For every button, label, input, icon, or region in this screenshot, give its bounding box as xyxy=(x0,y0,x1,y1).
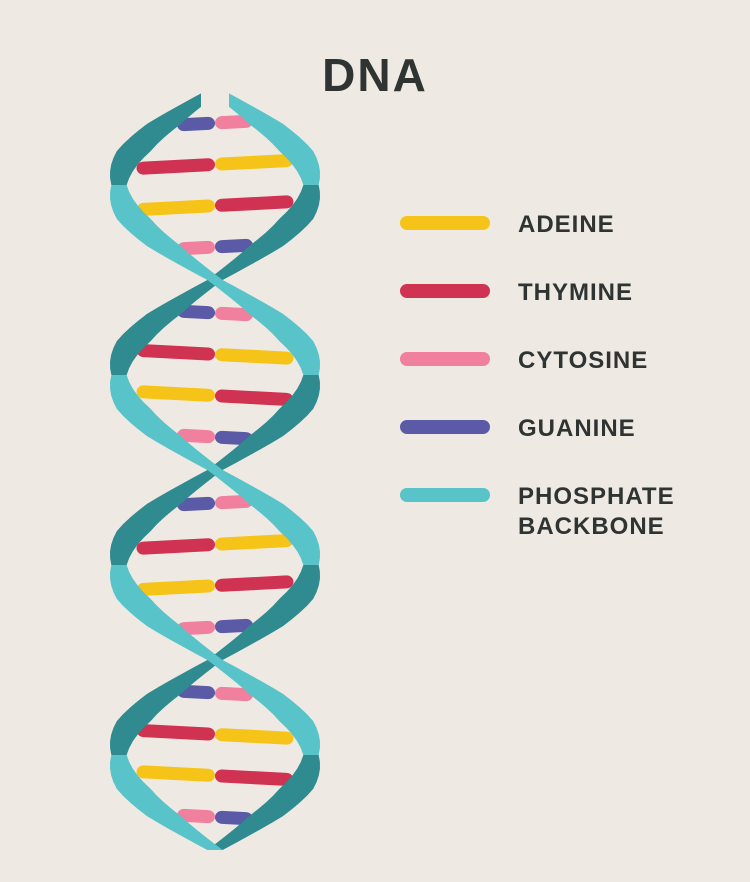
legend-swatch-backbone xyxy=(400,488,490,502)
legend-label-cytosine: CYTOSINE xyxy=(518,346,648,376)
legend-item-backbone: PHOSPHATE BACKBONE xyxy=(400,482,720,542)
legend: ADEINE THYMINE CYTOSINE GUANINE PHOSPHATE BA… xyxy=(400,210,720,580)
legend-label-backbone: PHOSPHATE BACKBONE xyxy=(518,482,675,542)
legend-swatch-guanine xyxy=(400,420,490,434)
dna-infographic: DNA ADEINETHYMINECYTOSINEGUANINEPHOSPHAT… xyxy=(0,0,750,882)
legend-swatch-cytosine xyxy=(400,352,490,366)
legend-swatch-thymine xyxy=(400,284,490,298)
legend-item-cytosine: CYTOSINE xyxy=(400,346,720,376)
legend-swatch-adenine xyxy=(400,216,490,230)
legend-item-adenine: ADEINE xyxy=(400,210,720,240)
legend-item-guanine: GUANINE xyxy=(400,414,720,444)
legend-label-adenine: ADEINE xyxy=(518,210,615,240)
legend-label-guanine: GUANINE xyxy=(518,414,636,444)
dna-helix xyxy=(75,90,355,850)
legend-item-thymine: THYMINE xyxy=(400,278,720,308)
legend-label-thymine: THYMINE xyxy=(518,278,633,308)
